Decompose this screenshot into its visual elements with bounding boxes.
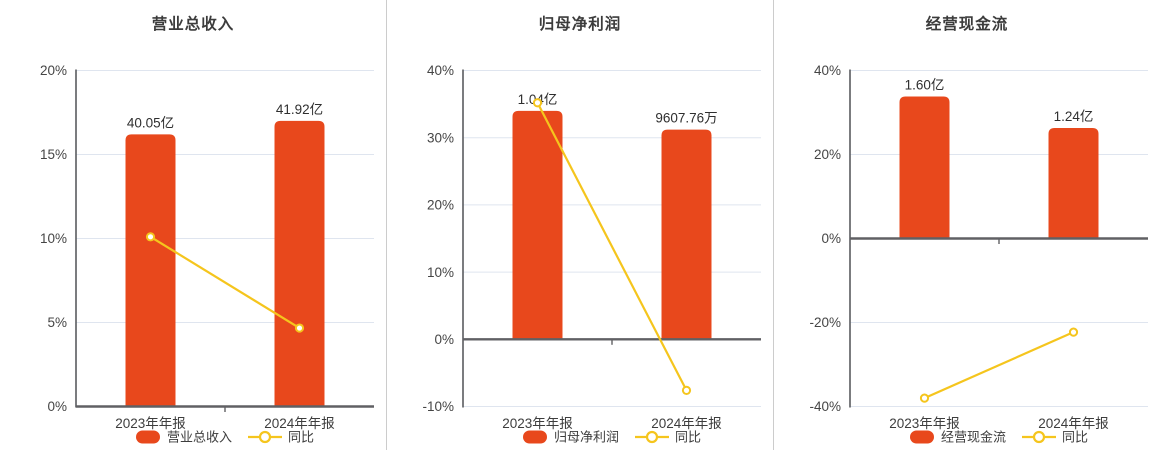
- bar-value-label: 41.92亿: [276, 102, 323, 117]
- yoy-marker[interactable]: [294, 323, 305, 333]
- bar[interactable]: [899, 96, 950, 239]
- y-tick-label: 30%: [427, 130, 454, 145]
- panel-operating-cash-flow: 经营现金流 -40% -20% 0% 20% 40% 1.60亿 1.24亿 2023年年报 2…: [773, 0, 1160, 450]
- panel-operating-revenue: 营业总收入 0% 5% 10% 15% 20% 40.05亿 41.92亿 2023年年报 20…: [0, 0, 386, 450]
- x-category-label: 2024年年报: [1038, 416, 1109, 431]
- operating-revenue-chart: 0% 5% 10% 15% 20% 40.05亿 41.92亿 2023年年报 2024年年报营…: [40, 63, 374, 445]
- legend-bar-label[interactable]: 归母净利润: [554, 430, 619, 445]
- bar[interactable]: [274, 120, 325, 407]
- chart-title-operating-revenue: 营业总收入: [151, 16, 235, 33]
- legend-bar-swatch[interactable]: [523, 430, 547, 444]
- legend-line-label[interactable]: 同比: [675, 430, 701, 445]
- y-tick-label: 0%: [434, 332, 454, 347]
- bar[interactable]: [661, 129, 712, 340]
- panel-net-profit: 归母净利润 -10%0%10%20%30%40%1.04亿9607.76万202…: [386, 0, 773, 450]
- y-tick-label: 20%: [40, 63, 67, 78]
- legend-line-label[interactable]: 同比: [1062, 430, 1088, 445]
- legend-line-marker-icon[interactable]: [645, 430, 659, 444]
- x-category-label: 2023年年报: [889, 416, 960, 431]
- y-tick-label: 10%: [40, 231, 67, 246]
- yoy-marker[interactable]: [1068, 327, 1079, 337]
- legend-bar-label[interactable]: 经营现金流: [941, 430, 1006, 445]
- y-tick-label: 20%: [814, 147, 841, 162]
- yoy-marker[interactable]: [919, 393, 930, 403]
- x-category-label: 2024年年报: [651, 416, 722, 431]
- legend-line-marker-icon[interactable]: [1032, 430, 1046, 444]
- legend-line-label[interactable]: 同比: [288, 430, 314, 445]
- y-tick-label: 10%: [427, 265, 454, 280]
- chart-title-operating-cash-flow: 经营现金流: [925, 16, 1009, 33]
- y-tick-label: 40%: [814, 63, 841, 78]
- legend-bar-label[interactable]: 营业总收入: [167, 430, 232, 445]
- bar-value-label: 1.24亿: [1054, 109, 1094, 124]
- bar-value-label: 1.60亿: [905, 78, 945, 93]
- yoy-line: [149, 235, 301, 329]
- x-category-label: 2024年年报: [264, 416, 335, 431]
- net-profit-chart: -10%0%10%20%30%40%1.04亿9607.76万2023年年报20…: [422, 63, 761, 445]
- bar[interactable]: [125, 134, 176, 407]
- bar[interactable]: [1048, 128, 1099, 239]
- yoy-marker[interactable]: [532, 98, 543, 108]
- y-tick-label: -20%: [809, 315, 841, 330]
- chart-title-net-profit: 归母净利润: [538, 16, 622, 33]
- yoy-marker[interactable]: [681, 385, 692, 395]
- y-tick-label: 0%: [821, 231, 841, 246]
- yoy-marker[interactable]: [145, 232, 156, 242]
- operating-cash-flow-chart: -40% -20% 0% 20% 40% 1.60亿 1.24亿 2023年年报 2024年年报…: [809, 63, 1148, 445]
- bar-value-label: 40.05亿: [127, 115, 174, 130]
- legend-line-marker-icon[interactable]: [258, 430, 272, 444]
- legend-bar-swatch[interactable]: [910, 430, 934, 444]
- yoy-line: [536, 102, 688, 391]
- bar-value-label: 9607.76万: [655, 111, 717, 126]
- y-tick-label: 20%: [427, 198, 454, 213]
- x-category-label: 2023年年报: [115, 416, 186, 431]
- x-category-label: 2023年年报: [502, 416, 573, 431]
- y-tick-label: 5%: [47, 315, 67, 330]
- y-tick-label: 0%: [47, 399, 67, 414]
- legend-bar-swatch[interactable]: [136, 430, 160, 444]
- y-tick-label: -40%: [809, 399, 841, 414]
- bar[interactable]: [512, 110, 563, 340]
- y-tick-label: -10%: [422, 399, 454, 414]
- yoy-line: [924, 331, 1074, 400]
- y-tick-label: 15%: [40, 147, 67, 162]
- y-tick-label: 40%: [427, 63, 454, 78]
